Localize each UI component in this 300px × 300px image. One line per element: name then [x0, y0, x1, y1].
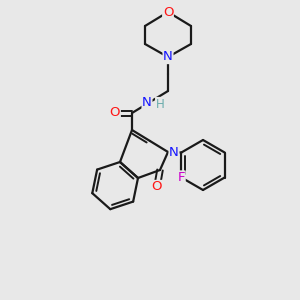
Text: F: F [178, 171, 185, 184]
Text: N: N [163, 50, 173, 64]
Text: O: O [152, 181, 162, 194]
Text: O: O [110, 106, 120, 119]
Text: N: N [142, 95, 152, 109]
Text: H: H [156, 98, 164, 110]
Text: O: O [163, 5, 173, 19]
Text: N: N [169, 146, 179, 158]
